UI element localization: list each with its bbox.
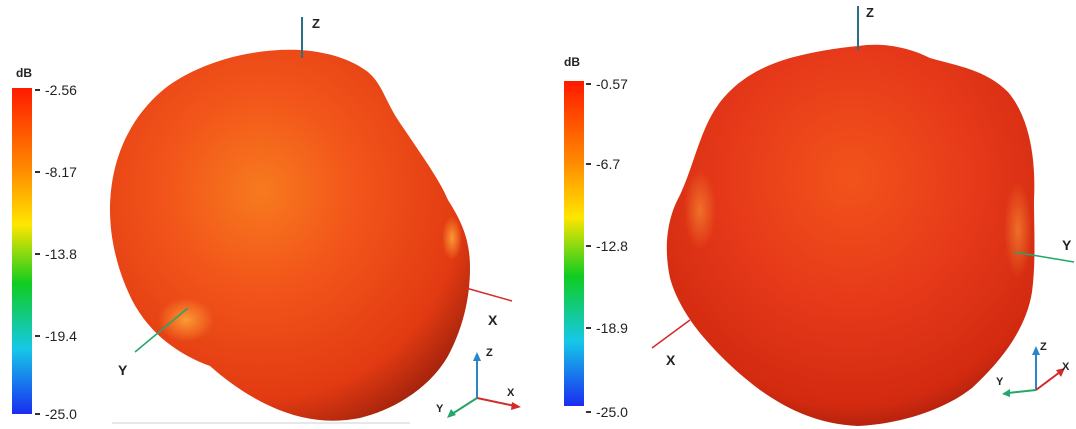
right-y-axis-label: Y [1062,237,1072,253]
right-triad-y-label: Y [996,376,1004,388]
right-colorbar-unit: dB [564,55,580,69]
left-colorbar-unit: dB [16,66,32,80]
left-pattern-highlight [158,298,214,342]
right-colorbar-tick-label: -12.8 [596,238,628,254]
left-colorbar-tick-label: -19.4 [45,328,77,344]
left-y-axis-label: Y [118,362,128,378]
right-figure: dB -0.57 -6.7 -12.8 -18.9 -25.0 Z X Y [564,5,1075,427]
right-colorbar-tick-label: -6.7 [596,156,620,172]
left-colorbar-tick-label: -2.56 [45,82,77,98]
right-z-axis-label: Z [866,5,874,20]
right-triad-x-label: X [1062,361,1070,373]
left-figure: dB -2.56 -8.17 -13.8 -19.4 -25.0 Z X Y [12,16,521,424]
right-colorbar-tick-label: -18.9 [596,320,628,336]
right-colorbar-tick-label: -0.57 [596,76,628,92]
left-triad-z-label: Z [486,347,493,359]
left-triad-x-label: X [507,387,515,399]
right-colorbar-tick-label: -25.0 [596,404,628,420]
right-y-axis-line [1013,251,1075,263]
left-x-axis-line [465,287,513,302]
left-orientation-triad [447,352,521,418]
left-pattern-highlight [442,216,462,260]
right-x-axis-line [651,319,691,349]
left-x-axis-label: X [488,312,498,328]
right-x-axis-label: X [666,352,676,368]
right-pattern-highlight [1004,182,1032,278]
right-triad-z-label: Z [1040,341,1047,353]
left-y-axis-line [134,307,189,353]
right-radiation-pattern-surface [666,44,1035,427]
right-colorbar-ticks [586,83,591,413]
left-colorbar-tick-label: -25.0 [45,406,77,422]
right-pattern-highlight [684,170,716,250]
left-colorbar-tick-label: -13.8 [45,246,77,262]
left-colorbar [12,88,32,414]
right-colorbar [564,81,584,406]
left-z-axis-label: Z [312,16,320,31]
left-colorbar-tick-label: -8.17 [45,164,77,180]
left-colorbar-ticks [35,89,40,415]
left-triad-y-label: Y [436,403,444,415]
right-orientation-triad [1002,346,1065,397]
left-radiation-pattern-surface [110,49,470,421]
